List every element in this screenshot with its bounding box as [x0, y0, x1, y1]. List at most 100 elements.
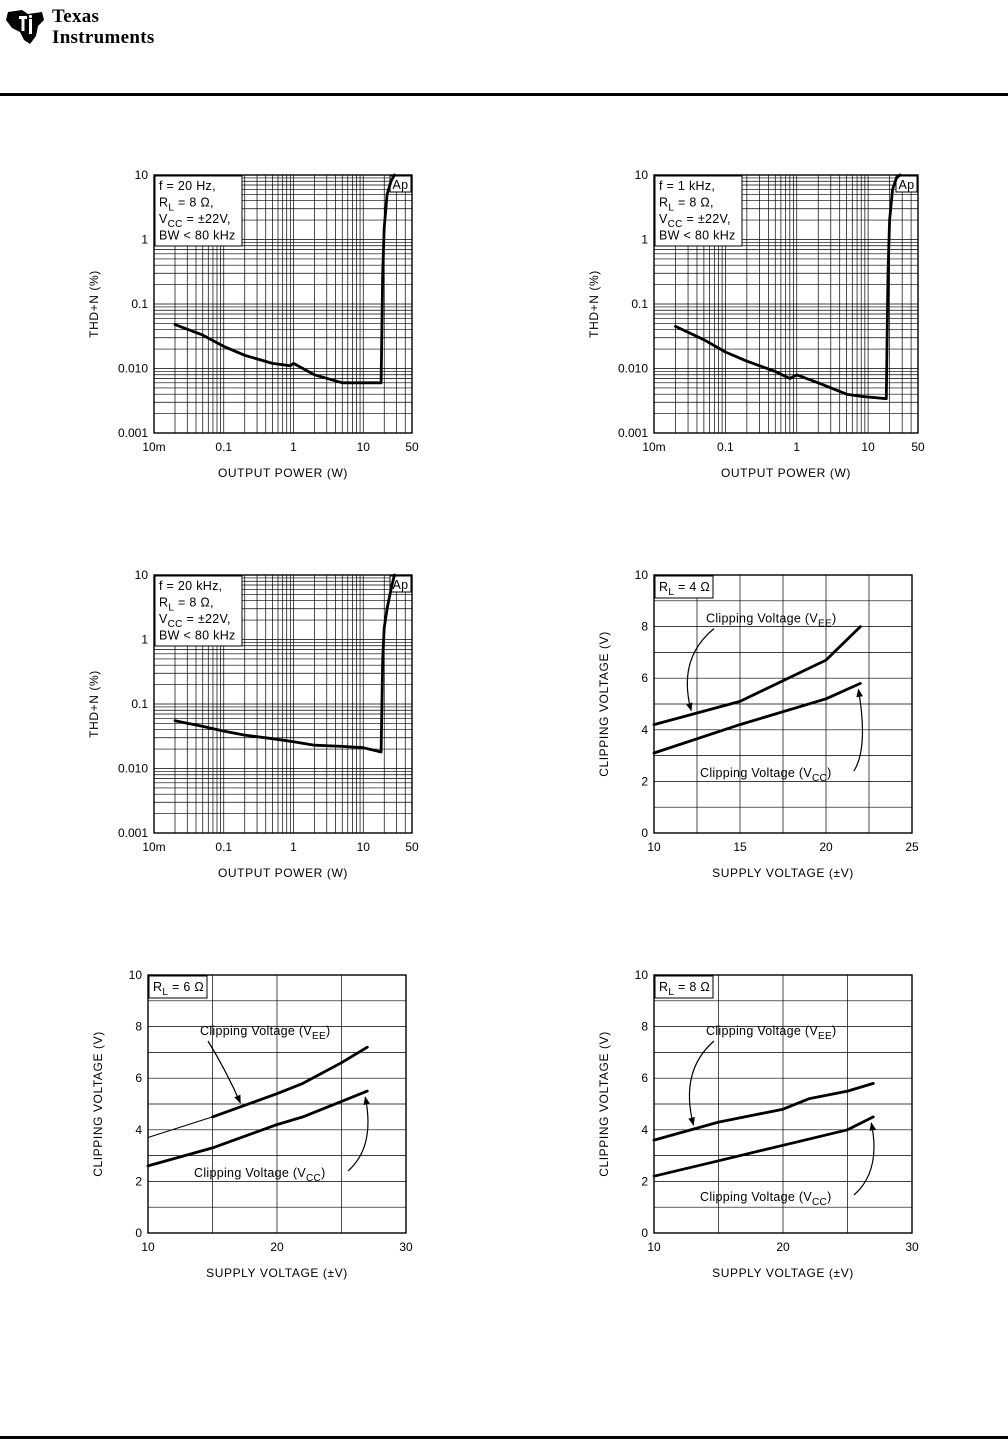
legend-line: f = 20 Hz,	[159, 179, 216, 193]
series-line-1	[652, 682, 862, 755]
annotation-arrow-vee	[207, 1040, 241, 1104]
plot-frame	[653, 574, 913, 834]
corner-tag-box	[895, 175, 918, 193]
y-tick-label: 1	[141, 633, 148, 647]
annotation-arrow-vcc	[347, 1096, 371, 1172]
x-tick-label: 50	[405, 440, 419, 454]
x-tick-label: 30	[399, 1240, 413, 1254]
y-axis-label: CLIPPING VOLTAGE (V)	[91, 1031, 105, 1177]
x-tick-label: 50	[405, 840, 419, 854]
ti-logo-icon	[6, 10, 44, 44]
plot-frame	[653, 974, 913, 1234]
corner-tag-box	[389, 575, 412, 593]
x-tick-label: 25	[905, 840, 919, 854]
y-axis-label: CLIPPING VOLTAGE (V)	[597, 1031, 611, 1177]
y-tick-label: 8	[641, 620, 648, 634]
legend-line: RL = 6 Ω	[153, 980, 204, 998]
y-tick-label: 10	[135, 568, 149, 582]
x-tick-label: 0.1	[215, 440, 232, 454]
y-tick-label: 8	[641, 1020, 648, 1034]
x-tick-label: 10	[357, 440, 371, 454]
clipping-voltage-6ohm-chart: 10 20 30 0 2 4 6 8 10 SUPPLY VOLTAGE (±V) CLIPPING…	[91, 968, 413, 1280]
annotation-arrow-vcc	[853, 688, 864, 772]
y-tick-label: 10	[635, 168, 649, 182]
y-tick-label: 0.1	[631, 297, 648, 311]
x-tick-label: 10m	[642, 440, 665, 454]
y-tick-label: 2	[135, 1174, 142, 1188]
x-axis-label: SUPPLY VOLTAGE (±V)	[712, 1266, 854, 1280]
legend-line: RL = 8 Ω,	[159, 596, 214, 614]
x-tick-label: 20	[819, 840, 833, 854]
x-axis-label: OUTPUT POWER (W)	[218, 466, 348, 480]
y-tick-label: 0.010	[118, 762, 148, 776]
plot-frame	[153, 174, 413, 434]
x-tick-label: 10m	[142, 440, 165, 454]
y-tick-label: 8	[135, 1020, 142, 1034]
thd-vs-power-20khz-chart: 10m 0.1 1 10 50 0.001 0.010 0.1 1 10 OUTPUT POWER …	[87, 568, 419, 880]
corner-tag-label: Ap	[899, 178, 915, 192]
legend-line: RL = 8 Ω,	[659, 196, 714, 214]
series-line-2	[146, 1089, 369, 1168]
y-tick-label: 4	[135, 1123, 142, 1137]
legend-box	[154, 175, 243, 247]
x-tick-label: 1	[290, 440, 297, 454]
corner-tag-label: Ap	[393, 178, 409, 192]
series-line-0	[173, 573, 396, 754]
y-axis-label: THD+N (%)	[87, 270, 101, 338]
y-tick-label: 4	[641, 723, 648, 737]
x-tick-label: 10	[647, 840, 661, 854]
x-tick-label: 1	[290, 840, 297, 854]
annotation-arrow-vee	[685, 628, 715, 712]
plot-frame	[147, 974, 407, 1234]
series-line-0	[173, 173, 396, 385]
plot-frame	[153, 574, 413, 834]
y-axis-label: CLIPPING VOLTAGE (V)	[597, 631, 611, 777]
legend-box	[654, 575, 714, 599]
x-tick-label: 0.1	[215, 840, 232, 854]
series-line-0	[211, 1045, 369, 1119]
x-axis-label: OUTPUT POWER (W)	[721, 466, 851, 480]
annotation-vcc: Clipping Voltage (VCC)	[700, 1190, 832, 1208]
clipping-voltage-8ohm-chart: 10 20 30 0 2 4 6 8 10 SUPPLY VOLTAGE (±V) CLIPPING…	[597, 968, 919, 1280]
y-axis-label: THD+N (%)	[587, 270, 601, 338]
y-tick-label: 6	[641, 1071, 648, 1085]
series-line-1	[147, 1116, 213, 1138]
series-line-0	[652, 625, 862, 726]
legend-box	[148, 975, 208, 999]
annotation-vee: Clipping Voltage (VEE)	[706, 1024, 836, 1042]
x-tick-label: 10m	[142, 840, 165, 854]
y-tick-label: 10	[635, 568, 649, 582]
x-tick-label: 15	[733, 840, 747, 854]
legend-box	[654, 175, 743, 247]
x-tick-label: 1	[793, 440, 800, 454]
legend-line: BW < 80 kHz	[659, 229, 736, 243]
y-tick-label: 10	[135, 168, 149, 182]
y-tick-label: 6	[641, 671, 648, 685]
brand-line-1: Texas	[52, 6, 100, 27]
footer-divider	[0, 1436, 1008, 1439]
annotation-vee: Clipping Voltage (VEE)	[200, 1024, 330, 1042]
y-tick-label: 10	[129, 968, 143, 982]
y-tick-label: 2	[641, 1174, 648, 1188]
x-tick-label: 0.1	[717, 440, 734, 454]
legend-line: BW < 80 kHz	[159, 629, 236, 643]
legend-line: VCC = ±22V,	[659, 212, 731, 230]
header-divider	[0, 93, 1008, 96]
y-tick-label: 6	[135, 1071, 142, 1085]
y-tick-label: 0	[641, 1226, 648, 1240]
thd-vs-power-20hz-chart: 10m 0.1 1 10 50 0.001 0.010 0.1 1 10 OUTPUT POWER …	[87, 168, 419, 480]
legend-box	[654, 975, 714, 999]
y-tick-label: 0	[135, 1226, 142, 1240]
x-axis-label: SUPPLY VOLTAGE (±V)	[206, 1266, 348, 1280]
y-tick-label: 0	[641, 826, 648, 840]
x-axis-label: OUTPUT POWER (W)	[218, 866, 348, 880]
y-tick-label: 0.001	[618, 426, 648, 440]
x-tick-label: 50	[911, 440, 925, 454]
annotation-vcc: Clipping Voltage (VCC)	[194, 1166, 326, 1184]
clipping-voltage-4ohm-chart: 10 15 20 25 0 2 4 6 8 10 SUPPLY VOLTAGE (±V) CLIPPI…	[597, 568, 919, 880]
y-tick-label: 0.010	[618, 362, 648, 376]
legend-line: VCC = ±22V,	[159, 212, 231, 230]
annotation-vee: Clipping Voltage (VEE)	[706, 612, 836, 630]
x-tick-label: 10	[861, 440, 875, 454]
x-tick-label: 20	[270, 1240, 284, 1254]
